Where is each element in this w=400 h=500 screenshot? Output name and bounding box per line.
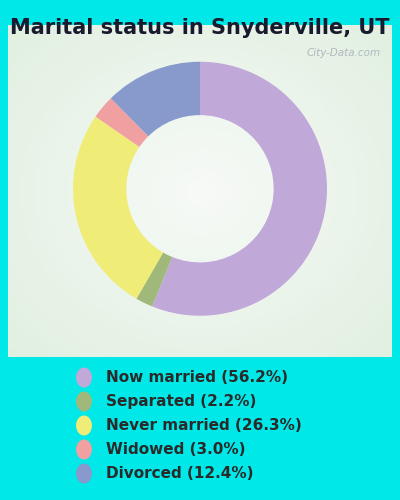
Wedge shape — [136, 252, 172, 306]
Wedge shape — [96, 98, 148, 147]
Text: City-Data.com: City-Data.com — [306, 48, 380, 58]
Wedge shape — [111, 62, 200, 136]
Text: Never married (26.3%): Never married (26.3%) — [106, 418, 302, 433]
Text: Widowed (3.0%): Widowed (3.0%) — [106, 442, 246, 457]
Text: Separated (2.2%): Separated (2.2%) — [106, 394, 256, 409]
Text: Marital status in Snyderville, UT: Marital status in Snyderville, UT — [10, 18, 390, 38]
Text: Now married (56.2%): Now married (56.2%) — [106, 370, 288, 385]
Wedge shape — [152, 62, 327, 316]
Wedge shape — [73, 116, 163, 298]
Text: Divorced (12.4%): Divorced (12.4%) — [106, 466, 254, 481]
